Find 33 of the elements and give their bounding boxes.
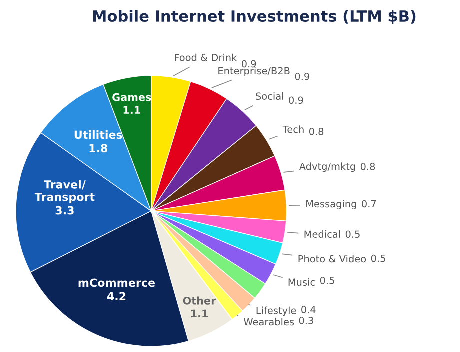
data-label: 1.1 <box>124 106 140 114</box>
slice-label: Music <box>288 278 315 286</box>
data-label: 0.4 <box>302 306 316 314</box>
slice-label: Wearables <box>244 318 294 326</box>
data-label: 0.5 <box>346 230 360 238</box>
data-label: 0.7 <box>362 200 376 208</box>
slice-label: Lifestyle <box>256 306 296 316</box>
slice-label: Travel/ Transport <box>34 180 95 204</box>
slice-label: Food & Drink <box>175 54 238 62</box>
slice-label: Social <box>256 92 284 100</box>
data-label: 0.8 <box>309 128 324 136</box>
slice-label: Advtg/mktg <box>299 162 356 172</box>
slice-label: mCommerce <box>78 278 156 288</box>
data-label: 0.9 <box>289 96 304 104</box>
data-label: 0.5 <box>320 276 334 284</box>
data-label: 3.3 <box>56 206 74 215</box>
data-label: 4.2 <box>107 292 126 300</box>
data-label: 0.5 <box>371 254 386 262</box>
slice-label: Photo & Video <box>298 255 366 263</box>
slice-label: Games <box>112 93 152 102</box>
data-label: 0.9 <box>295 72 310 80</box>
slice-label: Tech <box>282 126 304 134</box>
data-label: 0.8 <box>360 163 376 170</box>
data-label: 0.3 <box>299 317 314 324</box>
data-label: 1.1 <box>191 310 208 318</box>
slice-label: Medical <box>304 230 340 238</box>
data-label: 1.8 <box>90 144 108 153</box>
data-label: 0.9 <box>242 60 256 68</box>
slice-label: Enterprise/B2B <box>218 67 290 77</box>
chart-title: Mobile Internet Investments (LTM $B) <box>93 10 416 24</box>
slice-label: Other <box>183 296 216 305</box>
slice-label: Utilities <box>74 130 122 140</box>
slice-label: Messaging <box>306 200 356 210</box>
